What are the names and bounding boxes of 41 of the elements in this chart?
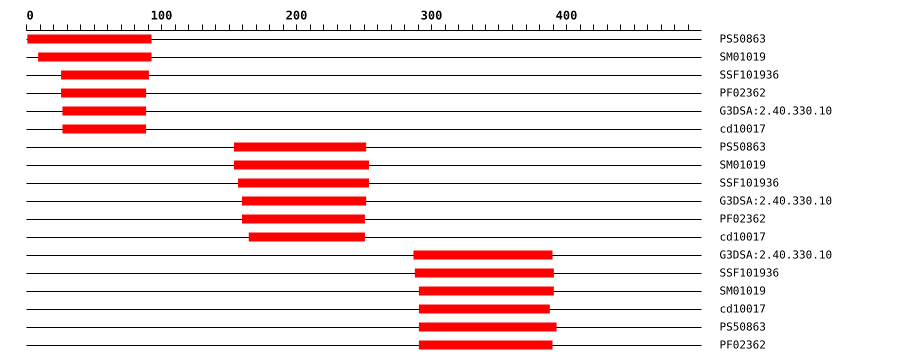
y-tick-label: PS50863 (720, 320, 766, 334)
y-tick-label: PF02362 (720, 86, 766, 100)
x-tick-label: 100 (150, 8, 172, 22)
bar (418, 340, 552, 350)
bar (62, 124, 146, 134)
bar (413, 250, 552, 260)
y-tick-label: PS50863 (720, 140, 766, 154)
bar (238, 178, 369, 188)
bar (242, 196, 366, 206)
y-tick-label: cd10017 (720, 302, 766, 316)
bar (418, 304, 550, 314)
y-tick-label: SM01019 (720, 284, 766, 298)
bar (62, 106, 146, 116)
bar (414, 268, 554, 278)
y-tick-label: cd10017 (720, 122, 766, 136)
bar (418, 322, 557, 332)
bar (234, 160, 369, 170)
x-tick-label: 0 (26, 8, 34, 22)
y-tick-label: G3DSA:2.40.330.10 (720, 248, 832, 262)
bar (27, 34, 152, 44)
bar (234, 142, 366, 152)
y-tick-label: SSF101936 (720, 68, 780, 82)
bar (38, 52, 152, 62)
y-tick-label: SM01019 (720, 158, 766, 172)
y-tick-label: PS50863 (720, 32, 766, 46)
y-tick-label: SSF101936 (720, 266, 780, 280)
bar (61, 88, 146, 98)
bar (61, 70, 149, 80)
x-tick-label: 200 (286, 8, 308, 22)
bar (418, 286, 554, 296)
y-tick-label: G3DSA:2.40.330.10 (720, 104, 832, 118)
y-tick-label: G3DSA:2.40.330.10 (720, 194, 832, 208)
y-tick-label: SSF101936 (720, 176, 780, 190)
y-tick-label: PF02362 (720, 338, 766, 352)
y-tick-label: cd10017 (720, 230, 766, 244)
y-tick-label: SM01019 (720, 50, 766, 64)
bar (242, 214, 365, 224)
x-tick-label: 400 (556, 8, 578, 22)
bar (248, 232, 365, 242)
x-tick-label: 300 (420, 8, 442, 22)
y-tick-label: PF02362 (720, 212, 766, 226)
